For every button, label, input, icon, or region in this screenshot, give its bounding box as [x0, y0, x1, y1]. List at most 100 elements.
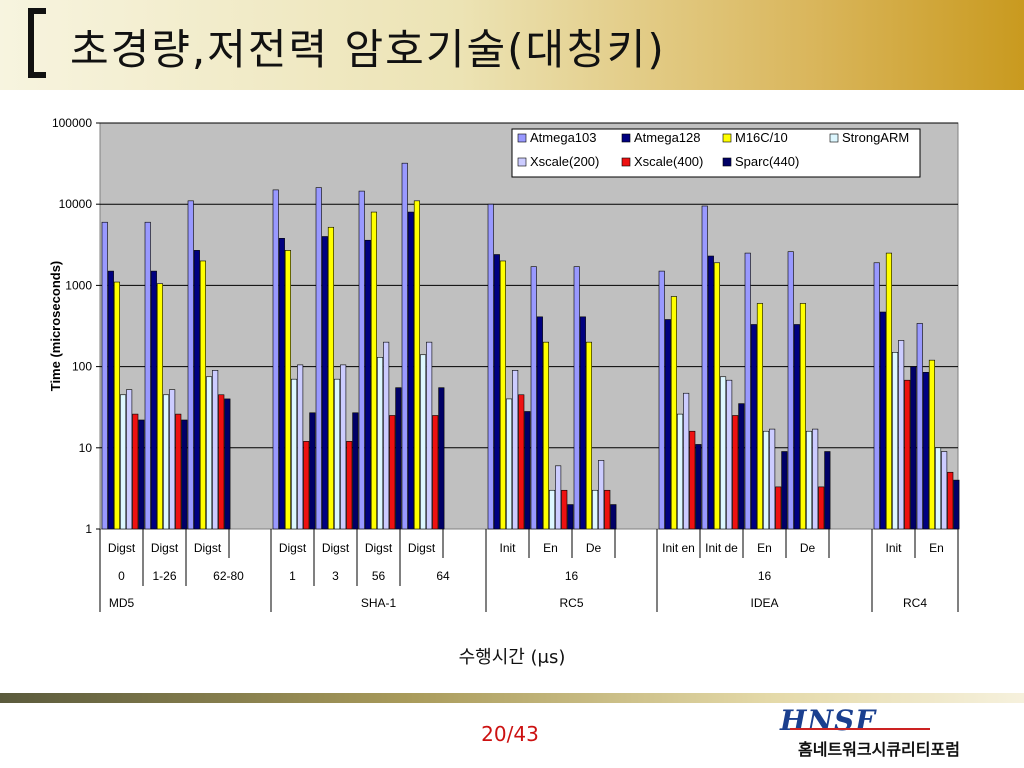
bar-xscale-400-: [303, 441, 310, 530]
category-op-label: Digst: [108, 541, 136, 555]
legend-label: Sparc(440): [735, 154, 799, 169]
legend-label: Atmega103: [530, 130, 597, 145]
bar-xscale-200-: [898, 340, 905, 530]
bar-atmega103: [916, 323, 923, 530]
y-tick-label: 10000: [59, 197, 93, 211]
bar-m16c-10: [156, 283, 163, 530]
bar-atmega103: [873, 262, 880, 530]
category-param-label: 1: [289, 569, 296, 583]
bar-atmega128: [321, 236, 328, 530]
bar-atmega128: [750, 324, 757, 530]
bar-atmega128: [922, 372, 929, 530]
category-op-label: Init de: [705, 541, 738, 555]
category-op-label: Digst: [365, 541, 393, 555]
bar-sparc-440-: [138, 419, 145, 530]
bar-strongarm: [805, 430, 813, 530]
bar-atmega103: [187, 200, 194, 530]
bar-sparc-440-: [567, 504, 574, 530]
bar-strongarm: [762, 430, 770, 530]
category-op-label: En: [543, 541, 558, 555]
legend-box: [511, 128, 921, 178]
bar-xscale-400-: [175, 413, 182, 530]
bar-xscale-200-: [812, 428, 819, 530]
bar-sparc-440-: [910, 366, 917, 530]
bar-xscale-200-: [769, 428, 776, 530]
y-axis-label: Time (microseconds): [48, 261, 63, 392]
legend-swatch: [517, 133, 527, 143]
bar-m16c-10: [713, 262, 721, 530]
bar-xscale-400-: [947, 471, 954, 530]
bar-xscale-400-: [132, 413, 139, 530]
category-param-label: 62-80: [213, 569, 244, 583]
bar-xscale-400-: [346, 441, 353, 530]
bar-sparc-440-: [953, 479, 960, 530]
bar-xscale-200-: [383, 341, 390, 530]
bar-atmega128: [150, 270, 157, 530]
bar-strongarm: [505, 398, 513, 530]
category-algo-label: MD5: [109, 596, 135, 610]
title-bracket: [28, 8, 46, 78]
bar-strongarm: [376, 357, 384, 530]
bar-strongarm: [163, 394, 170, 530]
y-tick-label: 100000: [52, 116, 92, 130]
bar-sparc-440-: [610, 504, 617, 530]
bar-atmega103: [101, 221, 108, 530]
bar-xscale-200-: [683, 392, 690, 530]
bar-xscale-200-: [126, 389, 133, 530]
bar-xscale-200-: [726, 379, 733, 530]
bar-xscale-400-: [732, 415, 739, 530]
bar-xscale-400-: [432, 415, 439, 530]
bar-xscale-200-: [941, 451, 948, 530]
category-op-label: Digst: [194, 541, 222, 555]
bar-strongarm: [206, 376, 213, 530]
category-algo-label: RC4: [903, 596, 927, 610]
bar-xscale-200-: [512, 370, 519, 530]
bar-atmega103: [658, 270, 665, 530]
bar-m16c-10: [799, 303, 807, 530]
logo-subtext: 홈네트워크시큐리티포럼: [798, 740, 960, 759]
legend-swatch: [517, 157, 527, 167]
bar-m16c-10: [113, 281, 120, 530]
bar-sparc-440-: [824, 451, 831, 530]
bar-xscale-400-: [689, 430, 696, 530]
bar-atmega128: [407, 211, 414, 530]
bar-m16c-10: [885, 252, 893, 530]
category-op-label: Init: [499, 541, 516, 555]
bar-strongarm: [891, 352, 899, 530]
bar-xscale-400-: [904, 379, 911, 530]
legend-label: Atmega128: [634, 130, 701, 145]
category-param-label: 56: [372, 569, 386, 583]
bar-xscale-400-: [218, 394, 225, 530]
bar-xscale-400-: [775, 486, 782, 530]
category-param-label: 16: [565, 569, 579, 583]
bar-m16c-10: [756, 303, 764, 530]
bar-xscale-200-: [212, 370, 219, 530]
bar-xscale-400-: [604, 489, 611, 530]
bar-sparc-440-: [738, 403, 745, 530]
bar-atmega103: [701, 205, 708, 530]
legend-swatch: [722, 133, 732, 143]
category-param-label: 1-26: [152, 569, 176, 583]
legend-swatch: [621, 157, 631, 167]
legend-label: Xscale(400): [634, 154, 703, 169]
bar-xscale-400-: [389, 415, 396, 530]
category-op-label: Init en: [662, 541, 695, 555]
bar-xscale-200-: [340, 364, 347, 530]
bar-atmega103: [272, 189, 279, 530]
bar-atmega128: [536, 316, 543, 530]
legend-swatch: [621, 133, 631, 143]
category-param-label: 64: [436, 569, 450, 583]
bar-strongarm: [676, 413, 684, 530]
bar-atmega103: [530, 266, 537, 530]
bar-atmega128: [664, 319, 671, 530]
bar-atmega103: [744, 252, 751, 530]
legend-label: M16C/10: [735, 130, 788, 145]
bar-xscale-400-: [561, 489, 568, 530]
bar-sparc-440-: [438, 387, 445, 530]
category-op-label: Digst: [408, 541, 436, 555]
category-param-label: 0: [118, 569, 125, 583]
bar-m16c-10: [670, 296, 678, 530]
bar-m16c-10: [585, 341, 593, 530]
bar-atmega128: [879, 311, 886, 530]
